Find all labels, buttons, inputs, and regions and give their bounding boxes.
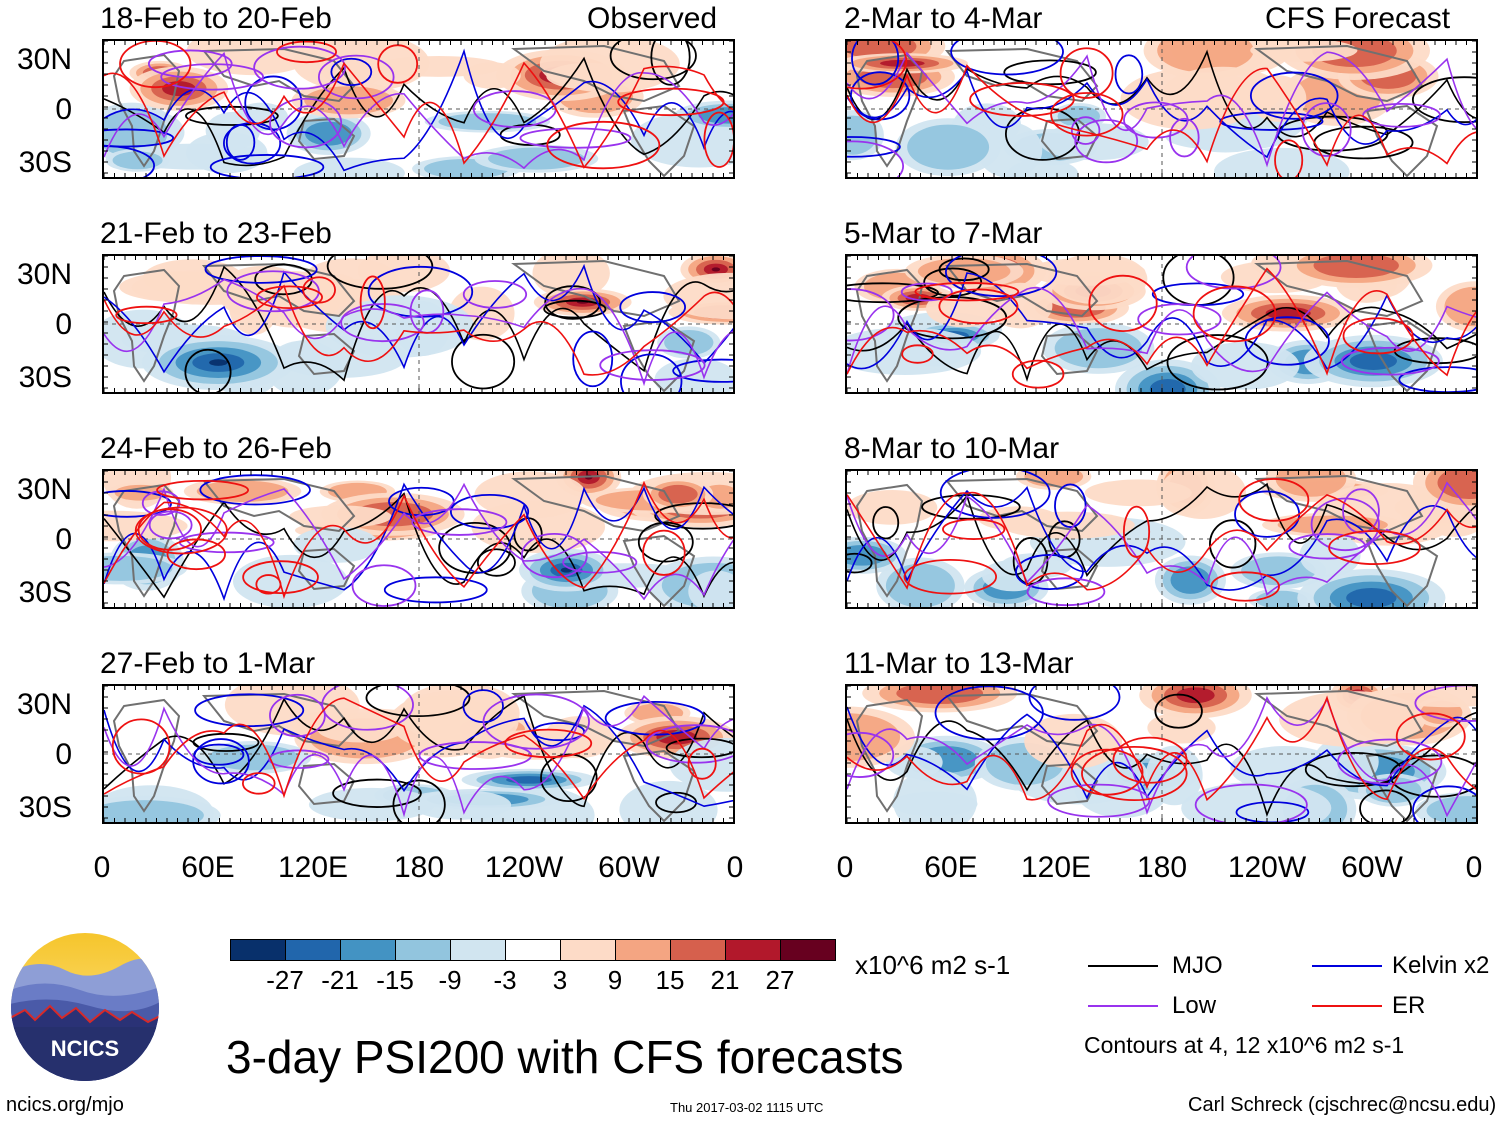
lon-label-60w: 60W: [598, 851, 660, 884]
panel-title-left-3: 24-Feb to 26-Feb: [100, 432, 332, 465]
colorbar-tick-label: -3: [493, 965, 517, 995]
legend-label-kelvin: Kelvin x2: [1392, 952, 1490, 979]
legend-line-low: [1088, 1005, 1158, 1007]
timestamp: Thu 2017-03-02 1115 UTC: [670, 1100, 824, 1115]
panel-title-left-1: 18-Feb to 20-Feb: [100, 2, 332, 35]
lat-label-30n: 30N: [16, 258, 72, 291]
legend-label-er: ER: [1392, 992, 1426, 1019]
colorbar-tick-label: -15: [376, 965, 414, 995]
lat-label-0: 0: [55, 738, 72, 771]
colorbar: [230, 939, 836, 961]
panel-title-right-1: 2-Mar to 4-Mar: [844, 2, 1043, 35]
lon-label-60e: 60E: [924, 851, 978, 884]
colorbar-swatch: [725, 939, 781, 961]
lon-label-60e: 60E: [181, 851, 235, 884]
lat-label-30n: 30N: [16, 473, 72, 506]
panel-title-left-2: 21-Feb to 23-Feb: [100, 217, 332, 250]
lat-label-0: 0: [55, 523, 72, 556]
colorbar-swatch: [505, 939, 561, 961]
lat-label-0: 0: [55, 93, 72, 126]
lon-label-0: 0: [93, 851, 111, 884]
lon-label-120w: 120W: [1227, 851, 1307, 884]
colorbar-tick-label: 21: [710, 965, 740, 995]
colorbar-units: x10^6 m2 s-1: [855, 950, 1011, 980]
colorbar-tick-label: -9: [438, 965, 462, 995]
legend-line-mjo: [1088, 965, 1158, 967]
lon-label-180: 180: [1136, 851, 1188, 884]
main-title: 3-day PSI200 with CFS forecasts: [226, 1031, 904, 1083]
colorbar-swatch: [615, 939, 671, 961]
lat-label-30s: 30S: [18, 361, 72, 394]
map-panel-left-2: [102, 254, 735, 394]
legend-label-mjo: MJO: [1172, 952, 1223, 979]
legend-label-low: Low: [1172, 992, 1217, 1019]
colorbar-tick-label: 15: [655, 965, 685, 995]
map-panel-right-4: [845, 684, 1478, 824]
colorbar-tick-label: 9: [607, 965, 623, 995]
colorbar-tick-label: 3: [552, 965, 568, 995]
lon-label-120e: 120E: [277, 851, 349, 884]
lon-label-120w: 120W: [484, 851, 564, 884]
lat-label-30s: 30S: [18, 576, 72, 609]
lat-label-30s: 30S: [18, 791, 72, 824]
map-panel-left-4: [102, 684, 735, 824]
contour-note: Contours at 4, 12 x10^6 m2 s-1: [1084, 1032, 1405, 1058]
map-panel-right-2: [845, 254, 1478, 394]
lon-label-60w: 60W: [1341, 851, 1403, 884]
lon-label-0: 0: [836, 851, 854, 884]
observed-label: Observed: [587, 2, 718, 35]
panel-title-left-4: 27-Feb to 1-Mar: [100, 647, 316, 680]
colorbar-swatch: [395, 939, 451, 961]
lon-label-0-end: 0: [726, 851, 744, 884]
website-link[interactable]: ncics.org/mjo: [6, 1094, 124, 1116]
lon-label-120e: 120E: [1020, 851, 1092, 884]
map-panel-left-1: [102, 39, 735, 179]
map-panel-right-1: [845, 39, 1478, 179]
legend-line-kelvin: [1312, 965, 1382, 967]
colorbar-swatch: [670, 939, 726, 961]
colorbar-tick-label: -21: [321, 965, 359, 995]
lon-label-0-end: 0: [1465, 851, 1483, 884]
colorbar-swatch: [285, 939, 341, 961]
colorbar-swatch: [780, 939, 836, 961]
lat-label-30s: 30S: [18, 146, 72, 179]
colorbar-tick-label: 27: [765, 965, 795, 995]
lat-label-30n: 30N: [16, 688, 72, 721]
panel-title-right-4: 11-Mar to 13-Mar: [844, 647, 1074, 680]
ncics-logo: NCICS: [10, 932, 160, 1082]
colorbar-swatch: [560, 939, 616, 961]
panel-title-right-2: 5-Mar to 7-Mar: [844, 217, 1043, 250]
cfs-forecast-label: CFS Forecast: [1265, 2, 1451, 35]
colorbar-swatch: [340, 939, 396, 961]
colorbar-tick-label: -27: [266, 965, 304, 995]
colorbar-swatch: [450, 939, 506, 961]
panel-title-right-3: 8-Mar to 10-Mar: [844, 432, 1060, 465]
ncics-logo-icon: NCICS: [11, 933, 159, 1081]
lat-label-30n: 30N: [16, 43, 72, 76]
lon-label-180: 180: [393, 851, 445, 884]
lat-label-0: 0: [55, 308, 72, 341]
logo-text: NCICS: [51, 1036, 119, 1061]
map-panel-left-3: [102, 469, 735, 609]
colorbar-swatch: [230, 939, 286, 961]
author-credit: Carl Schreck (cjschrec@ncsu.edu): [1188, 1094, 1497, 1116]
legend-line-er: [1312, 1005, 1382, 1007]
map-panel-right-3: [845, 469, 1478, 609]
